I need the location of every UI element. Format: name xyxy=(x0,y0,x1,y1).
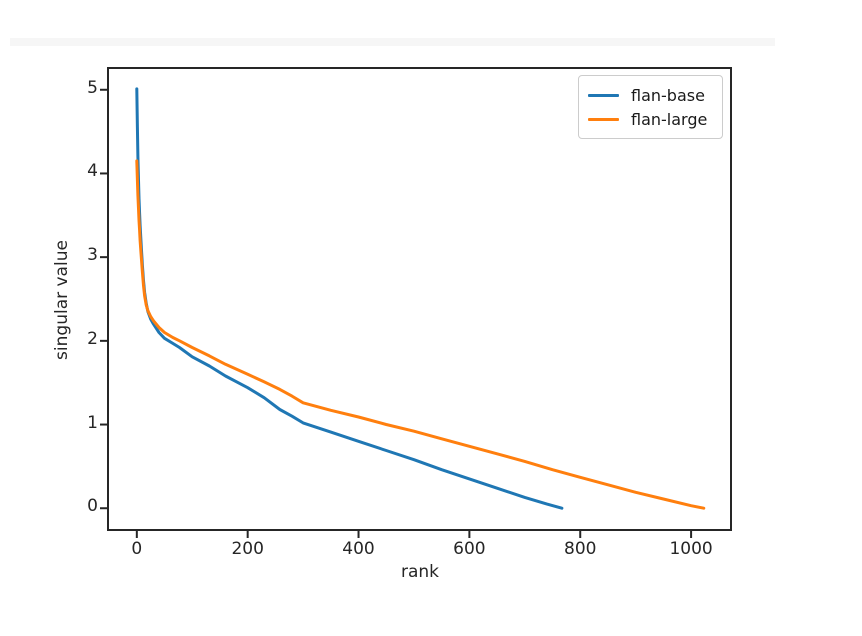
x-tick-label: 800 xyxy=(564,539,597,559)
series-line-flan-large xyxy=(135,159,706,510)
x-tick-label: 200 xyxy=(231,539,264,559)
legend-entry-flan-large: flan-large xyxy=(588,107,712,131)
y-axis-label: singular value xyxy=(52,240,72,360)
x-tick-label: 1000 xyxy=(669,539,713,559)
top-divider-bar xyxy=(10,38,775,46)
legend-line-swatch-flan-base xyxy=(588,93,619,97)
legend-entry-flan-base: flan-base xyxy=(588,83,712,107)
legend: flan-base flan-large xyxy=(578,75,723,139)
series-line-flan-base xyxy=(135,87,564,510)
y-tick-label: 3 xyxy=(87,245,98,266)
x-tick-label: 0 xyxy=(131,539,143,559)
legend-line-swatch-flan-large xyxy=(588,117,619,121)
y-tick-label: 4 xyxy=(87,161,98,182)
legend-label-flan-large: flan-large xyxy=(631,109,708,129)
x-tick-label: 400 xyxy=(342,539,375,559)
y-tick-label: 0 xyxy=(87,496,98,517)
axes-frame xyxy=(107,67,732,531)
legend-label-flan-base: flan-base xyxy=(631,85,705,105)
x-tick-label: 600 xyxy=(453,539,486,559)
y-tick-label: 1 xyxy=(87,412,98,433)
x-axis-label: rank xyxy=(400,562,440,582)
y-tick-label: 5 xyxy=(87,77,98,98)
y-tick-label: 2 xyxy=(87,328,98,349)
